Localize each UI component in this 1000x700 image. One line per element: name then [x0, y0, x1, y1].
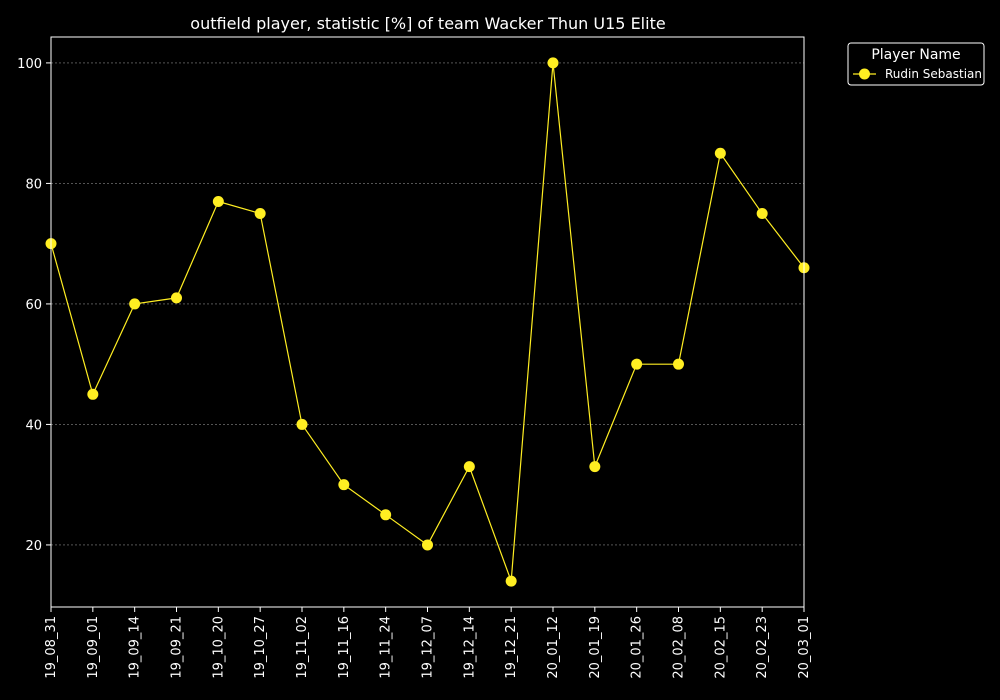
- x-tick-label: 19_09_14: [128, 616, 143, 679]
- x-tick-label: 20_02_23: [755, 616, 770, 679]
- legend-series-label: Rudin Sebastian: [885, 67, 982, 81]
- data-point: [296, 418, 308, 430]
- data-point: [714, 147, 726, 159]
- data-point: [673, 358, 684, 370]
- data-point: [422, 539, 433, 551]
- x-tick-label: 19_12_14: [462, 616, 477, 679]
- y-tick-label: 40: [25, 418, 42, 433]
- x-tick-label: 19_12_21: [504, 616, 519, 679]
- x-tick-label: 19_12_07: [421, 616, 436, 679]
- chart-title: outfield player, statistic [%] of team W…: [190, 14, 665, 33]
- x-tick-label: 19_09_01: [86, 616, 101, 679]
- legend-box: [847, 42, 985, 86]
- data-point: [463, 461, 475, 473]
- x-tick-label: 19_11_24: [379, 616, 394, 679]
- x-tick-label: 20_01_12: [546, 616, 561, 679]
- y-tick-label: 80: [25, 177, 42, 192]
- x-tick-label: 19_11_16: [337, 616, 352, 679]
- data-point: [254, 208, 266, 220]
- legend-series-marker: [859, 68, 870, 80]
- data-point: [589, 461, 601, 473]
- axis-layer: 20 40 60 80 100 19_08_31 19_09_01 19_09_14 19_09…: [17, 57, 812, 679]
- x-tick-label: 20_02_08: [672, 616, 687, 679]
- data-point: [338, 479, 350, 491]
- data-point: [129, 298, 141, 310]
- data-point: [631, 358, 643, 370]
- data-point: [505, 575, 517, 587]
- y-tick-label: 100: [17, 57, 42, 72]
- legend: Player Name Rudin Sebastian: [847, 42, 985, 86]
- data-point: [171, 292, 182, 304]
- x-tick-label: 20_02_15: [713, 616, 728, 679]
- x-tick-label: 20_03_01: [797, 616, 812, 679]
- x-tick-label: 19_10_20: [211, 616, 226, 679]
- series-layer: [45, 57, 810, 587]
- x-tick-label: 19_10_27: [253, 616, 268, 679]
- y-tick-label: 60: [25, 298, 42, 313]
- data-point: [212, 195, 224, 207]
- data-point: [87, 388, 99, 400]
- x-tick-label: 20_01_26: [630, 616, 645, 679]
- data-point: [547, 57, 559, 69]
- legend-title: Player Name: [871, 47, 960, 63]
- y-tick-label: 20: [25, 539, 42, 554]
- x-tick-label: 19_08_31: [44, 616, 59, 679]
- x-tick-label: 19_11_02: [295, 616, 310, 679]
- x-tick-label: 19_09_21: [170, 616, 185, 679]
- data-point: [756, 208, 768, 220]
- x-tick-label: 20_01_19: [588, 616, 603, 679]
- data-point: [380, 509, 392, 521]
